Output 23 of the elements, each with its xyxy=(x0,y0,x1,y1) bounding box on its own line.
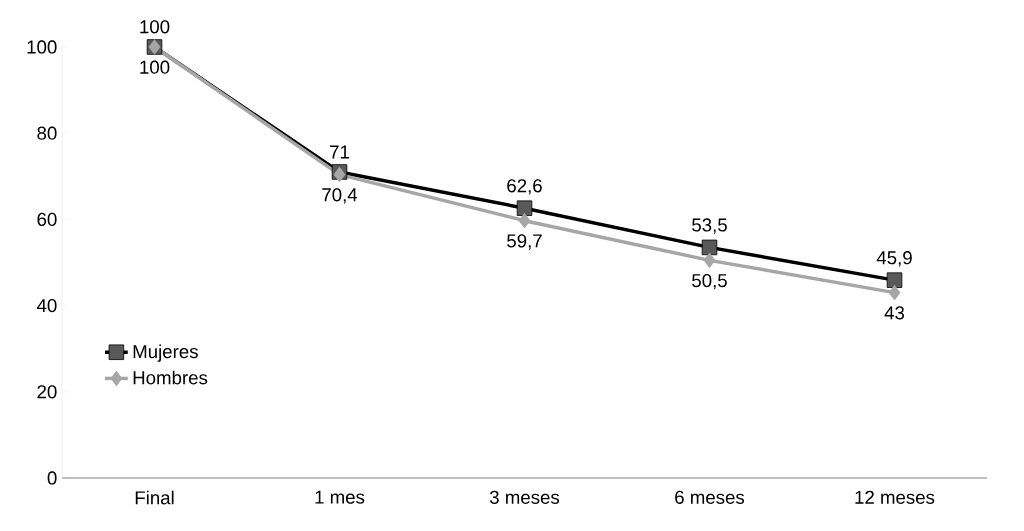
legend-label: Hombres xyxy=(133,370,208,385)
data-label: 71 xyxy=(330,145,349,159)
data-label: 53,5 xyxy=(692,218,727,234)
legend-label: Mujeres xyxy=(133,344,198,362)
data-label: 70,4 xyxy=(322,188,358,204)
data-label: 43 xyxy=(884,306,905,320)
x-tick-label: Final xyxy=(135,490,174,505)
y-tick-label: 20 xyxy=(37,385,57,399)
y-tick-label: 100 xyxy=(27,40,57,54)
y-tick-label: 0 xyxy=(47,471,57,485)
data-label: 62,6 xyxy=(507,179,542,195)
y-tick-label: 80 xyxy=(37,126,57,140)
data-label: 100 xyxy=(140,20,170,34)
data-label: 50,5 xyxy=(692,273,727,290)
x-tick-label: 12 meses xyxy=(855,490,935,504)
x-tick-label: 6 meses xyxy=(675,490,745,504)
x-tick-label: 1 mes xyxy=(315,490,365,504)
y-tick-label: 40 xyxy=(36,298,57,313)
data-label: 100 xyxy=(140,60,170,74)
data-label: 45,9 xyxy=(876,251,912,267)
data-label: 59,7 xyxy=(507,234,542,250)
y-tick-label: 60 xyxy=(37,212,57,226)
x-tick-label: 3 meses xyxy=(489,490,560,504)
